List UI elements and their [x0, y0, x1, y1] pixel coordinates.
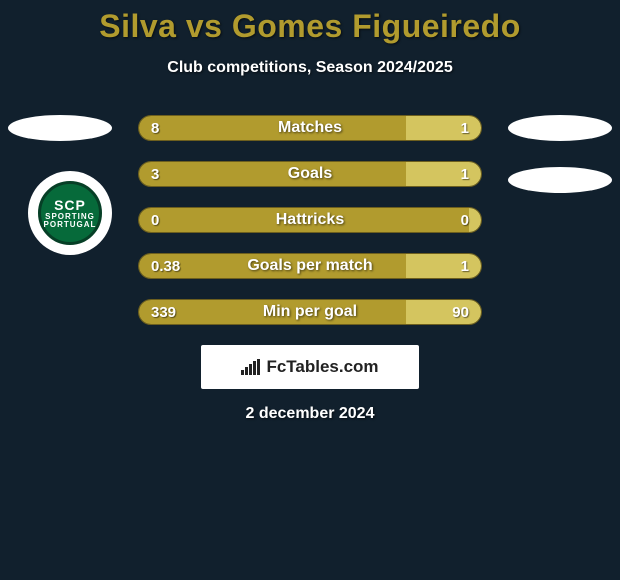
stat-bar: 0.381Goals per match	[138, 253, 482, 279]
stat-bar: 81Matches	[138, 115, 482, 141]
sporting-badge-icon: SCP SPORTING PORTUGAL	[38, 181, 102, 245]
watermark-text: FcTables.com	[266, 357, 378, 377]
club-right-placeholder-icon	[508, 167, 612, 193]
player-right-placeholder-icon	[508, 115, 612, 141]
stat-right-value: 1	[406, 162, 481, 186]
badge-line-3: PORTUGAL	[44, 221, 97, 229]
stat-right-value: 1	[406, 254, 481, 278]
page-subtitle: Club competitions, Season 2024/2025	[0, 59, 620, 77]
stat-left-value: 3	[139, 162, 406, 186]
date-label: 2 december 2024	[0, 405, 620, 423]
stat-bar: 31Goals	[138, 161, 482, 187]
watermark: FcTables.com	[201, 345, 419, 389]
stat-bars: 81Matches 31Goals 00Hattricks 0.381Goals pe…	[138, 115, 482, 325]
player-left-placeholder-icon	[8, 115, 112, 141]
stat-right-value: 0	[469, 208, 481, 232]
club-left-badge: SCP SPORTING PORTUGAL	[28, 171, 112, 255]
stat-bar: 33990Min per goal	[138, 299, 482, 325]
stat-left-value: 339	[139, 300, 406, 324]
page-title: Silva vs Gomes Figueiredo	[0, 0, 620, 45]
badge-line-1: SCP	[54, 198, 86, 212]
stat-right-value: 90	[406, 300, 481, 324]
stat-right-value: 1	[406, 116, 481, 140]
stat-left-value: 0	[139, 208, 469, 232]
stat-left-value: 8	[139, 116, 406, 140]
comparison-area: SCP SPORTING PORTUGAL 81Matches31Goals00…	[0, 115, 620, 325]
stat-left-value: 0.38	[139, 254, 406, 278]
stat-bar: 00Hattricks	[138, 207, 482, 233]
bar-chart-icon	[241, 359, 260, 375]
